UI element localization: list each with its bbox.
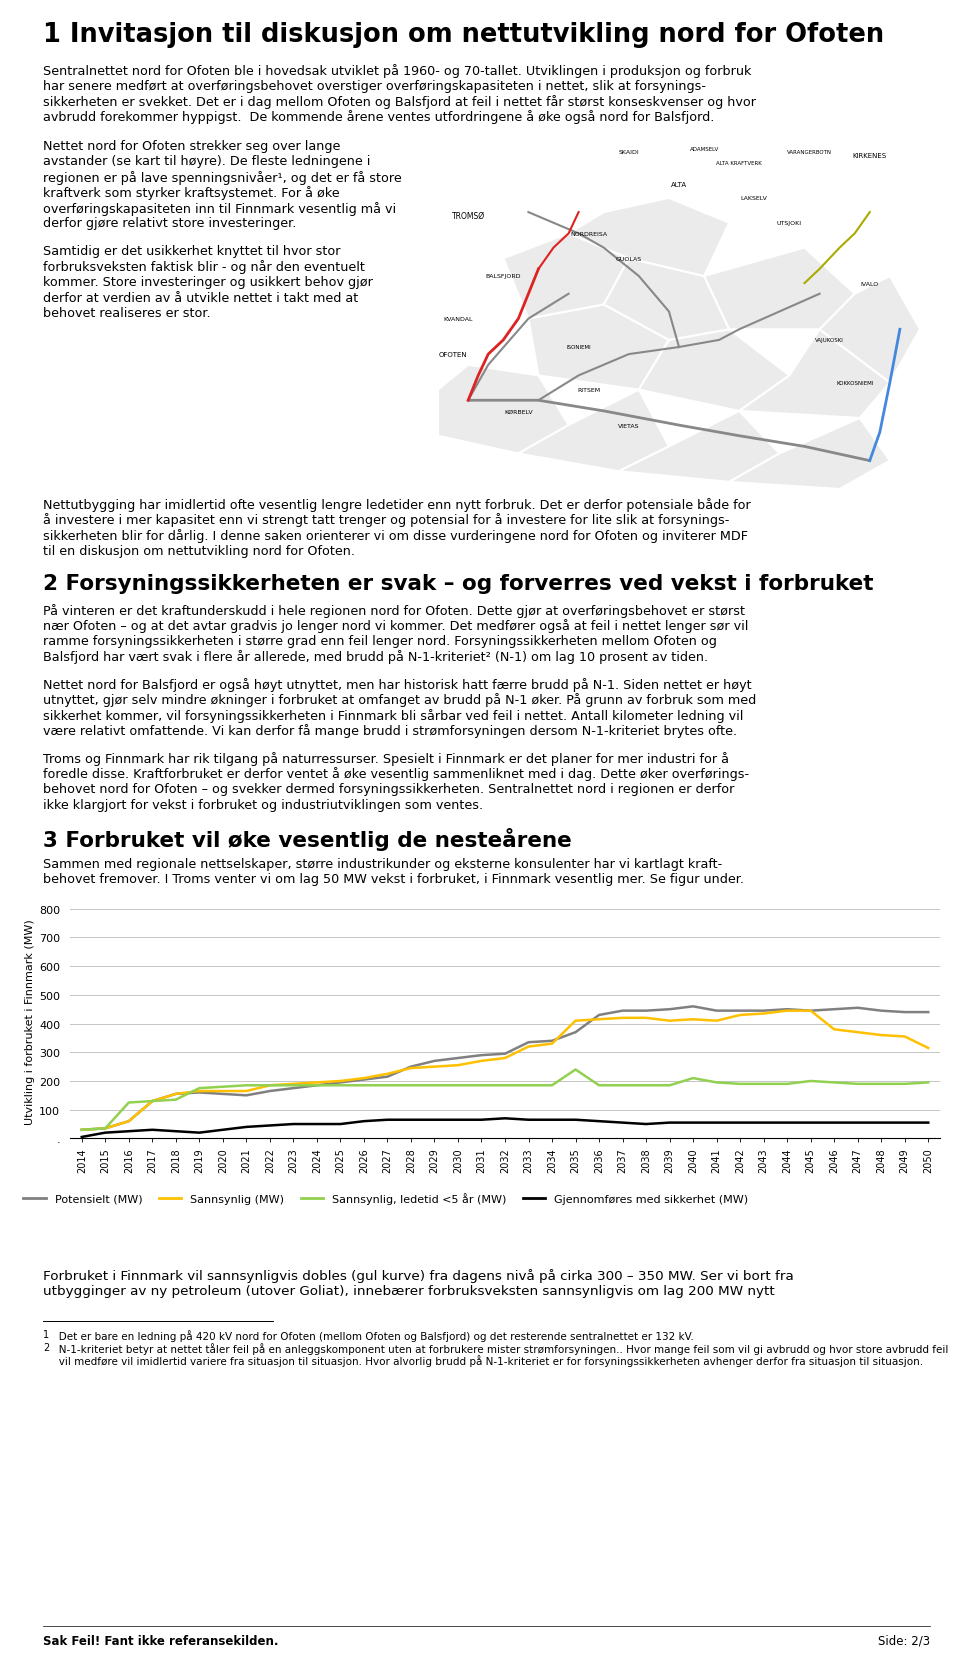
Text: Balsfjord har vært svak i flere år allerede, med brudd på N-1-kriteriet² (N-1) o: Balsfjord har vært svak i flere år aller… [43, 650, 708, 664]
Text: foredle disse. Kraftforbruket er derfor ventet å øke vesentlig sammenliknet med : foredle disse. Kraftforbruket er derfor … [43, 767, 749, 780]
Text: VIETAS: VIETAS [618, 423, 639, 429]
Text: UTSJOKI: UTSJOKI [777, 220, 802, 225]
Text: 3 Forbruket vil øke vesentlig de nesteårene: 3 Forbruket vil øke vesentlig de nesteår… [43, 827, 572, 850]
Text: KIRKENES: KIRKENES [852, 152, 887, 159]
Text: sikkerheten er svekket. Det er i dag mellom Ofoten og Balsfjord at feil i nettet: sikkerheten er svekket. Det er i dag mel… [43, 94, 756, 109]
Text: har senere medført at overføringsbehovet overstiger overføringskapasiteten i net: har senere medført at overføringsbehovet… [43, 80, 706, 93]
Text: 1 Invitasjon til diskusjon om nettutvikling nord for Ofoten: 1 Invitasjon til diskusjon om nettutvikl… [43, 22, 884, 48]
Text: Nettet nord for Ofoten strekker seg over lange: Nettet nord for Ofoten strekker seg over… [43, 139, 341, 152]
Text: overføringskapasiteten inn til Finnmark vesentlig må vi: overføringskapasiteten inn til Finnmark … [43, 202, 396, 215]
Text: kommer. Store investeringer og usikkert behov gjør: kommer. Store investeringer og usikkert … [43, 275, 372, 288]
Polygon shape [568, 199, 730, 277]
Text: KØRBELV: KØRBELV [504, 409, 533, 414]
Text: IVALO: IVALO [860, 282, 879, 287]
Text: Nettet nord for Balsfjord er også høyt utnyttet, men har historisk hatt færre br: Nettet nord for Balsfjord er også høyt u… [43, 678, 752, 691]
Text: Sammen med regionale nettselskaper, større industrikunder og eksterne konsulente: Sammen med regionale nettselskaper, stør… [43, 857, 722, 870]
Text: derfor at verdien av å utvikle nettet i takt med at: derfor at verdien av å utvikle nettet i … [43, 292, 358, 305]
Text: Forbruket i Finnmark vil sannsynligvis dobles (gul kurve) fra dagens nivå på cir: Forbruket i Finnmark vil sannsynligvis d… [43, 1268, 794, 1283]
Text: LAKSELV: LAKSELV [741, 196, 768, 200]
Text: Det er bare en ledning på 420 kV nord for Ofoten (mellom Ofoten og Balsfjord) og: Det er bare en ledning på 420 kV nord fo… [49, 1329, 694, 1341]
Text: avbrudd forekommer hyppigst.  De kommende årene ventes utfordringene å øke også : avbrudd forekommer hyppigst. De kommende… [43, 111, 714, 124]
Text: TROMSØ: TROMSØ [451, 212, 485, 220]
Text: Troms og Finnmark har rik tilgang på naturressurser. Spesielt i Finnmark er det : Troms og Finnmark har rik tilgang på nat… [43, 752, 729, 766]
Text: sikkerheten blir for dårlig. I denne saken orienterer vi om disse vurderingene n: sikkerheten blir for dårlig. I denne sak… [43, 529, 748, 542]
Text: Nettutbygging har imidlertid ofte vesentlig lengre ledetider enn nytt forbruk. D: Nettutbygging har imidlertid ofte vesent… [43, 497, 751, 512]
Text: 1: 1 [43, 1329, 49, 1339]
Polygon shape [739, 330, 890, 419]
Text: ALTA: ALTA [671, 182, 687, 187]
Text: Sentralnettet nord for Ofoten ble i hovedsak utviklet på 1960- og 70-tallet. Utv: Sentralnettet nord for Ofoten ble i hove… [43, 65, 752, 78]
Polygon shape [619, 411, 780, 482]
Text: VAJUKOSKI: VAJUKOSKI [815, 338, 844, 343]
Y-axis label: Utvikling i forbruket i Finnmark (MW): Utvikling i forbruket i Finnmark (MW) [25, 918, 35, 1123]
Text: KOKKOSNIEMI: KOKKOSNIEMI [836, 381, 874, 386]
Text: sikkerhet kommer, vil forsyningssikkerheten i Finnmark bli sårbar ved feil i net: sikkerhet kommer, vil forsyningssikkerhe… [43, 709, 743, 722]
Text: forbruksveksten faktisk blir - og når den eventuelt: forbruksveksten faktisk blir - og når de… [43, 260, 365, 275]
Text: På vinteren er det kraftunderskudd i hele regionen nord for Ofoten. Dette gjør a: På vinteren er det kraftunderskudd i hel… [43, 603, 745, 618]
Text: vil medføre vil imidlertid variere fra situasjon til situasjon. Hvor alvorlig br: vil medføre vil imidlertid variere fra s… [49, 1354, 924, 1365]
Text: GUOLAS: GUOLAS [615, 257, 642, 262]
Text: SKAIDI: SKAIDI [618, 151, 639, 156]
Polygon shape [438, 366, 568, 454]
Text: ramme forsyningssikkerheten i større grad enn feil lenger nord. Forsyningssikker: ramme forsyningssikkerheten i større gra… [43, 635, 717, 648]
Text: KVANDAL: KVANDAL [444, 316, 473, 321]
Text: OFOTEN: OFOTEN [439, 351, 468, 358]
Text: regionen er på lave spenningsnivåer¹, og det er få store: regionen er på lave spenningsnivåer¹, og… [43, 171, 401, 186]
Text: behovet realiseres er stor.: behovet realiseres er stor. [43, 307, 210, 320]
Polygon shape [730, 419, 890, 490]
Polygon shape [638, 330, 789, 411]
Text: behovet fremover. I Troms venter vi om lag 50 MW vekst i forbruket, i Finnmark v: behovet fremover. I Troms venter vi om l… [43, 873, 744, 886]
Polygon shape [528, 305, 669, 391]
Polygon shape [820, 277, 920, 383]
Text: utbygginger av ny petroleum (utover Goliat), innebærer forbruksveksten sannsynli: utbygginger av ny petroleum (utover Goli… [43, 1284, 775, 1297]
Polygon shape [503, 234, 629, 320]
Text: ADAMSELV: ADAMSELV [689, 146, 719, 151]
Text: Sak ​Feil! Fant ikke referansekilden.: Sak ​Feil! Fant ikke referansekilden. [43, 1634, 278, 1647]
Text: RITSEM: RITSEM [577, 388, 600, 393]
Polygon shape [518, 391, 669, 472]
Text: avstander (se kart til høyre). De fleste ledningene i: avstander (se kart til høyre). De fleste… [43, 156, 371, 169]
Text: 2 Forsyningssikkerheten er svak – og forverres ved vekst i forbruket: 2 Forsyningssikkerheten er svak – og for… [43, 573, 874, 593]
Polygon shape [604, 258, 730, 341]
Text: 2: 2 [43, 1342, 49, 1352]
Text: Samtidig er det usikkerhet knyttet til hvor stor: Samtidig er det usikkerhet knyttet til h… [43, 245, 341, 258]
Text: ALTA KRAFTVERK: ALTA KRAFTVERK [716, 161, 762, 166]
Text: behovet nord for Ofoten – og svekker dermed forsyningssikkerheten. Sentralnettet: behovet nord for Ofoten – og svekker der… [43, 782, 734, 795]
Legend: Potensielt (MW), Sannsynlig (MW), Sannsynlig, ledetid <5 år (MW), Gjennomføres m: Potensielt (MW), Sannsynlig (MW), Sannsy… [19, 1188, 753, 1208]
Text: N-1-kriteriet betyr at nettet tåler feil på en anleggskomponent uten at forbruke: N-1-kriteriet betyr at nettet tåler feil… [49, 1342, 948, 1354]
Text: til en diskusjon om nettutvikling nord for Ofoten.: til en diskusjon om nettutvikling nord f… [43, 543, 355, 557]
Text: nær Ofoten – og at det avtar gradvis jo lenger nord vi kommer. Det medfører også: nær Ofoten – og at det avtar gradvis jo … [43, 620, 749, 633]
Text: BALSFJORD: BALSFJORD [486, 275, 521, 280]
Text: NORDREISA: NORDREISA [570, 232, 608, 237]
Text: ISONIEMI: ISONIEMI [566, 345, 591, 350]
Text: å investere i mer kapasitet enn vi strengt tatt trenger og potensial for å inves: å investere i mer kapasitet enn vi stren… [43, 514, 730, 527]
Text: Side: 2/3: Side: 2/3 [877, 1634, 930, 1647]
Text: ikke klargjort for vekst i forbruket og industriutviklingen som ventes.: ikke klargjort for vekst i forbruket og … [43, 799, 483, 810]
Polygon shape [704, 249, 854, 330]
Text: VARANGERBOTN: VARANGERBOTN [787, 151, 832, 156]
Text: derfor gjøre relativt store investeringer.: derfor gjøre relativt store investeringe… [43, 217, 297, 230]
Text: utnyttet, gjør selv mindre økninger i forbruket at omfanget av brudd på N-1 øker: utnyttet, gjør selv mindre økninger i fo… [43, 693, 756, 708]
Text: kraftverk som styrker kraftsystemet. For å øke: kraftverk som styrker kraftsystemet. For… [43, 186, 340, 200]
Text: være relativt omfattende. Vi kan derfor få mange brudd i strømforsyningen dersom: være relativt omfattende. Vi kan derfor … [43, 724, 737, 737]
